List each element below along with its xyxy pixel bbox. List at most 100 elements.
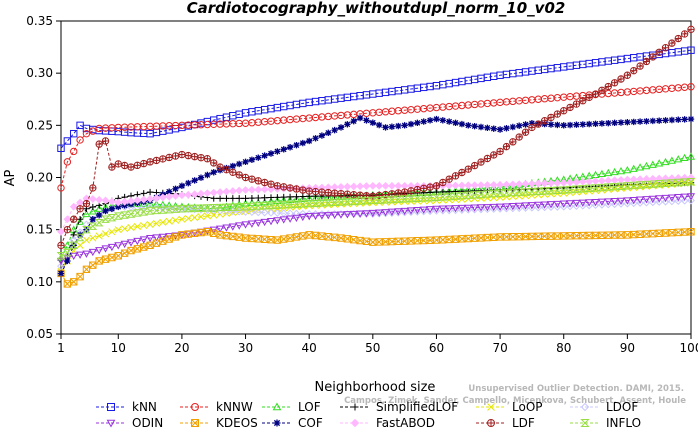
data-point-loop: [101, 230, 110, 238]
data-point-ldof: [477, 205, 485, 214]
data-point-loop: [623, 184, 631, 192]
data-point-knn: [222, 113, 231, 121]
data-point-cof: [477, 123, 485, 131]
data-point-fastabod: [248, 185, 256, 194]
data-point-inflo: [438, 193, 448, 201]
data-point-ldf: [324, 189, 332, 197]
data-point-loop: [369, 198, 377, 207]
data-point-fastabod: [171, 192, 180, 200]
data-point-ldf: [82, 199, 91, 208]
data-point-loop: [299, 202, 307, 210]
data-point-inflo: [565, 185, 575, 194]
data-point-simplifiedlof: [216, 195, 224, 202]
data-point-ldf: [299, 186, 307, 194]
series-line-loop: [60, 182, 692, 272]
data-point-odin: [305, 213, 314, 221]
data-point-fastabod: [559, 178, 568, 187]
data-point-inflo: [190, 204, 200, 213]
data-point-fastabod: [648, 174, 657, 183]
data-point-ldof: [674, 197, 683, 205]
data-point-fastabod: [254, 185, 263, 194]
data-point-fastabod: [636, 175, 644, 184]
data-point-cof: [668, 116, 676, 124]
data-point-ldf: [133, 161, 142, 169]
data-point-ldof: [585, 201, 594, 210]
data-point-kdeos: [127, 246, 135, 255]
data-point-odin: [674, 194, 683, 202]
data-point-cof: [337, 124, 345, 131]
data-point-lof: [146, 199, 155, 207]
data-point-odin: [139, 236, 148, 244]
data-point-fastabod: [203, 189, 212, 198]
data-point-loop: [343, 200, 351, 208]
data-point-cof: [675, 116, 682, 123]
data-point-ldof: [604, 200, 613, 209]
data-point-kdeos: [649, 229, 657, 238]
data-point-kdeos: [439, 236, 447, 244]
series-line-lof: [60, 156, 692, 259]
data-point-lof: [63, 241, 72, 249]
data-point-simplifiedlof: [267, 194, 275, 201]
data-point-inflo: [164, 205, 174, 214]
data-point-knn: [70, 129, 78, 138]
x-tick-label: 1: [57, 341, 65, 355]
data-point-odin: [585, 199, 594, 207]
data-point-kdeos: [509, 233, 517, 241]
data-point-ldf: [413, 185, 422, 194]
data-point-fastabod: [222, 187, 231, 196]
data-point-lof: [286, 195, 295, 203]
data-point-kdeos: [534, 232, 542, 241]
data-point-inflo: [476, 190, 486, 199]
data-point-lof: [324, 193, 333, 201]
data-point-odin: [400, 207, 409, 216]
data-point-odin: [680, 193, 689, 201]
data-point-ldf: [216, 163, 224, 171]
data-point-odin: [394, 208, 403, 216]
data-point-ldof: [534, 203, 543, 212]
data-point-odin: [648, 195, 657, 204]
data-point-ldf: [591, 90, 600, 98]
watermark-line-2: Campos, Zimek, Sander, Campello, Micenko…: [344, 396, 686, 406]
data-point-fastabod: [381, 181, 390, 190]
data-point-fastabod: [95, 195, 104, 204]
data-point-fastabod: [158, 193, 167, 202]
series-line-ldf: [60, 28, 692, 246]
data-point-cof: [318, 132, 326, 139]
data-point-simplifiedlof: [274, 194, 281, 201]
data-point-simplifiedlof: [280, 193, 287, 201]
data-point-kdeos: [292, 233, 301, 241]
data-point-fastabod: [146, 194, 154, 203]
data-point-fastabod: [661, 174, 670, 183]
data-point-odin: [216, 225, 225, 233]
data-point-odin: [56, 257, 66, 266]
data-point-odin: [623, 197, 632, 205]
data-point-ldf: [197, 154, 205, 162]
data-point-odin: [375, 209, 384, 217]
series-line-knn: [60, 49, 692, 149]
data-point-inflo: [171, 205, 180, 213]
data-point-cof: [611, 119, 618, 127]
data-point-kdeos: [70, 278, 78, 286]
data-point-odin: [604, 198, 613, 206]
data-point-odin: [324, 212, 333, 220]
y-tick-label: 0.05: [26, 327, 53, 341]
legend-item-kdeos: KDEOS: [180, 416, 258, 430]
data-point-ldf: [57, 241, 65, 249]
data-point-ldof: [617, 199, 625, 208]
data-point-ldof: [515, 204, 524, 213]
data-point-cof: [102, 207, 109, 215]
data-point-odin: [311, 212, 320, 221]
series-odin: [56, 193, 696, 266]
data-point-cof: [414, 119, 421, 127]
data-point-fastabod: [114, 198, 123, 207]
data-point-cof: [636, 118, 644, 125]
data-point-inflo: [202, 204, 212, 212]
data-point-odin: [298, 213, 307, 222]
data-point-cof: [325, 129, 332, 137]
data-point-inflo: [323, 198, 333, 207]
data-point-ldf: [579, 97, 587, 105]
data-point-inflo: [533, 187, 543, 195]
data-point-cof: [465, 122, 472, 129]
data-point-inflo: [241, 203, 250, 211]
data-point-kdeos: [604, 231, 612, 239]
